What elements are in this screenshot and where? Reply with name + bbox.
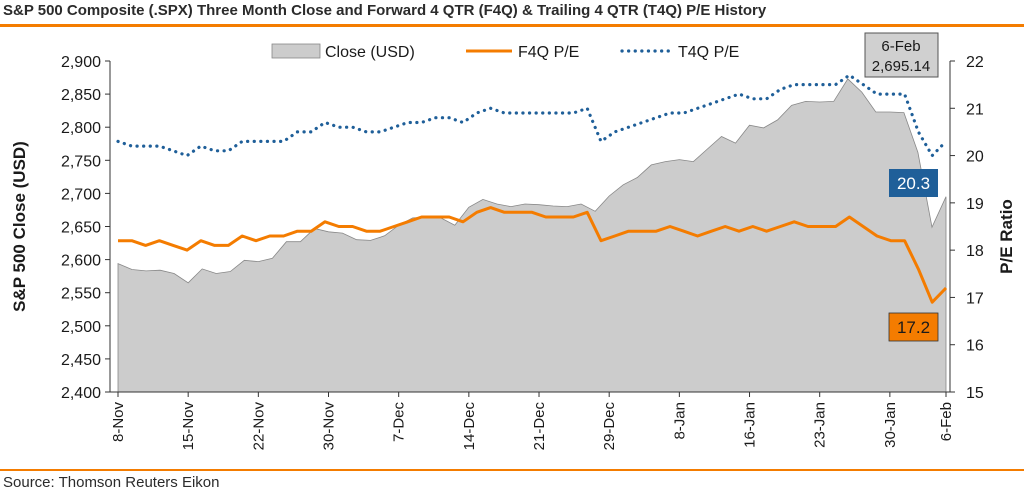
x-tick-label: 15-Nov — [180, 402, 197, 451]
x-tick-label: 30-Jan — [882, 402, 899, 448]
x-tick-label: 29-Dec — [601, 402, 618, 451]
y2-tick-label: 20 — [966, 149, 984, 166]
x-tick-label: 14-Dec — [461, 402, 478, 451]
y2-tick-label: 19 — [966, 196, 984, 213]
y-tick-label: 2,650 — [61, 220, 101, 237]
x-tick-label: 22-Nov — [250, 402, 267, 451]
y-tick-label: 2,450 — [61, 352, 101, 369]
top-rule — [0, 24, 1024, 27]
x-tick-label: 7-Dec — [391, 402, 408, 443]
y2-tick-label: 16 — [966, 338, 984, 355]
y2-tick-label: 21 — [966, 101, 984, 118]
y-tick-label: 2,400 — [61, 385, 101, 402]
y-tick-label: 2,550 — [61, 286, 101, 303]
y-tick-label: 2,850 — [61, 87, 101, 104]
y-tick-label: 2,600 — [61, 253, 101, 270]
y-tick-label: 2,700 — [61, 186, 101, 203]
chart-title: S&P 500 Composite (.SPX) Three Month Clo… — [3, 2, 767, 19]
close-area-series — [117, 78, 947, 393]
close-callout-value: 2,695.14 — [872, 58, 930, 75]
y2-axis-title: P/E Ratio — [997, 199, 1016, 274]
y-tick-label: 2,750 — [61, 153, 101, 170]
close-callout-date: 6-Feb — [881, 38, 920, 55]
t4q-value-label: 20.3 — [897, 174, 930, 193]
y2-tick-label: 15 — [966, 385, 984, 402]
y-axis-title: S&P 500 Close (USD) — [10, 141, 29, 312]
x-tick-label: 8-Jan — [671, 402, 688, 440]
x-tick-label: 8-Nov — [110, 402, 127, 443]
y-tick-label: 2,500 — [61, 319, 101, 336]
y2-tick-label: 17 — [966, 290, 984, 307]
f4q-value-badge — [888, 312, 939, 342]
x-tick-label: 23-Jan — [812, 402, 829, 448]
legend-label-close: Close (USD) — [325, 44, 415, 61]
y2-tick-label: 18 — [966, 243, 984, 260]
x-tick-label: 16-Jan — [742, 402, 759, 448]
f4q-value-label: 17.2 — [897, 318, 930, 337]
x-tick-label: 6-Feb — [938, 402, 955, 441]
legend-label-f4q: F4Q P/E — [518, 44, 579, 61]
x-tick-label: 21-Dec — [531, 402, 548, 451]
t4q-value-badge — [889, 169, 938, 197]
f4q-pe-line — [118, 206, 948, 304]
close-callout-box — [864, 32, 939, 78]
legend-label-t4q: T4Q P/E — [678, 44, 739, 61]
y2-tick-label: 22 — [966, 54, 984, 71]
source-note: Source: Thomson Reuters Eikon — [3, 474, 220, 491]
y-tick-label: 2,900 — [61, 54, 101, 71]
x-tick-label: 30-Nov — [321, 402, 338, 451]
legend-swatch-close — [271, 43, 321, 59]
y-tick-label: 2,800 — [61, 120, 101, 137]
bottom-rule — [0, 469, 1024, 471]
